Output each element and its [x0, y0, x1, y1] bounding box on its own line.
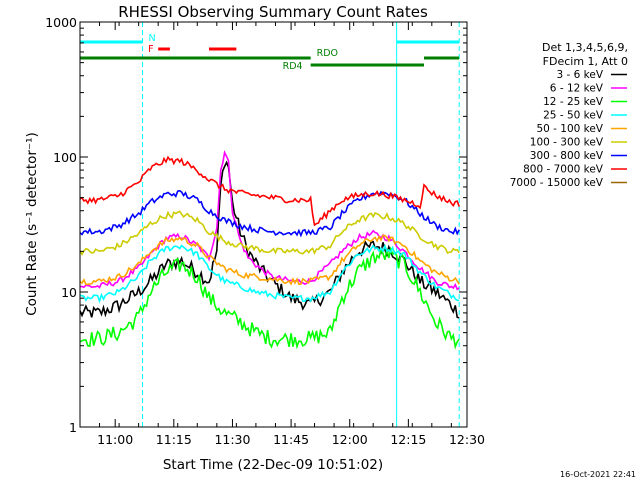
x-tick-label: 12:00	[332, 432, 368, 447]
legend: Det 1,3,4,5,6,9, FDecim 1, Att 0 3 - 6 k…	[510, 41, 628, 189]
legend-entry-100-300-kev: 100 - 300 keV	[530, 137, 627, 149]
x-tick-label: 11:00	[97, 432, 133, 447]
y-tick-label: 100	[53, 150, 77, 165]
axis-ticks: 11:00 11:15 11:30 11:45 12:00 12:15 12:30 1 10 10…	[45, 15, 485, 447]
legend-label: 3 - 6 keV	[556, 69, 603, 81]
x-tick-label: 11:30	[214, 432, 250, 447]
series-line-50-100-kev	[79, 234, 460, 286]
series-lines	[79, 149, 460, 350]
series-line-6-12-kev	[79, 149, 460, 291]
legend-entry-800-7000-kev: 800 - 7000 keV	[523, 164, 627, 176]
flag-label-n: N	[149, 33, 156, 44]
legend-entry-50-100-kev: 50 - 100 keV	[536, 123, 627, 135]
legend-label: 12 - 25 keV	[543, 96, 604, 108]
flag-label-rd4: RD4	[283, 61, 303, 72]
legend-header-decimation: FDecim 1, Att 0	[543, 55, 628, 68]
legend-label: 100 - 300 keV	[530, 137, 604, 149]
plot-frame	[79, 21, 468, 428]
legend-entry-25-50-kev: 25 - 50 keV	[543, 110, 627, 122]
timestamp: 16-Oct-2021 22:41	[560, 470, 636, 479]
series-line-12-25-kev	[79, 246, 460, 350]
legend-label: 6 - 12 keV	[550, 83, 604, 95]
legend-header-detectors: Det 1,3,4,5,6,9,	[542, 41, 628, 54]
flag-label-f: F	[148, 44, 153, 55]
x-axis-label: Start Time (22-Dec-09 10:51:02)	[163, 457, 383, 473]
legend-entry-300-800-kev: 300 - 800 keV	[530, 150, 627, 162]
flag-label-rdo: RDO	[317, 48, 338, 59]
legend-entry-6-12-kev: 6 - 12 keV	[550, 83, 627, 95]
x-tick-label: 12:30	[449, 432, 485, 447]
x-tick-label: 11:15	[156, 432, 192, 447]
flag-bars: NF RDO RD4	[80, 33, 460, 72]
y-axis-label: Count Rate (s⁻¹ detector⁻¹)	[24, 132, 40, 316]
series-line-300-800-kev	[79, 189, 460, 238]
legend-entry-3-6-kev: 3 - 6 keV	[556, 69, 627, 81]
legend-label: 50 - 100 keV	[536, 123, 603, 135]
y-tick-label: 1000	[45, 15, 77, 30]
series-line-800-7000-kev	[79, 155, 460, 227]
legend-entry-7000-15000-kev: 7000 - 15000 keV	[510, 177, 627, 189]
series-line-100-300-kev	[79, 210, 460, 256]
x-tick-label: 12:15	[390, 432, 426, 447]
y-tick-label: 1	[69, 420, 77, 435]
series-line-25-50-kev	[79, 243, 460, 304]
legend-label: 7000 - 15000 keV	[510, 177, 604, 189]
legend-label: 25 - 50 keV	[543, 110, 604, 122]
x-tick-label: 11:45	[273, 432, 309, 447]
legend-entry-12-25-kev: 12 - 25 keV	[543, 96, 627, 108]
legend-label: 800 - 7000 keV	[523, 164, 604, 176]
chart-title: RHESSI Observing Summary Count Rates	[118, 3, 428, 21]
legend-label: 300 - 800 keV	[530, 150, 604, 162]
y-tick-label: 10	[61, 285, 77, 300]
